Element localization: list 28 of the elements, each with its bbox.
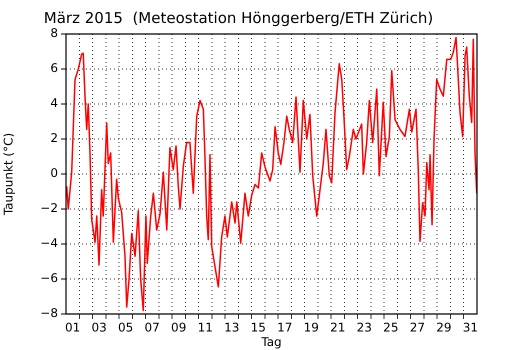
y-tick-label: 6 <box>50 61 58 76</box>
chart-title: März 2015 (Meteostation Hönggerberg/ETH Zürich) <box>44 8 434 27</box>
x-tick-label: 03 <box>92 320 107 334</box>
x-tick-label: 29 <box>436 320 452 334</box>
x-tick-label: 31 <box>462 320 478 334</box>
y-tick-label: 2 <box>50 131 58 146</box>
x-tick-label: 23 <box>356 320 372 334</box>
x-tick-label: 09 <box>171 320 186 334</box>
y-axis-title: Taupunkt (°C) <box>1 132 16 216</box>
x-tick-label: 21 <box>330 320 346 334</box>
y-tick-label: 8 <box>50 26 58 40</box>
x-tick-label: 25 <box>383 320 398 334</box>
y-tick-label: −8 <box>40 306 58 320</box>
y-tick-label: −6 <box>40 271 58 286</box>
x-tick-label: 05 <box>118 320 134 334</box>
x-axis-title: Tag <box>260 334 282 349</box>
x-tick-label: 11 <box>198 320 213 334</box>
y-tick-label: −2 <box>40 201 58 216</box>
x-tick-label: 13 <box>224 320 240 334</box>
x-tick-label: 19 <box>304 320 319 334</box>
x-tick-label: 07 <box>144 320 160 334</box>
y-tick-label: 0 <box>50 166 58 180</box>
y-tick-label: −4 <box>40 236 58 250</box>
x-tick-label: 15 <box>250 320 266 334</box>
x-tick-label: 27 <box>410 320 425 334</box>
x-tick-label: 01 <box>64 320 80 334</box>
x-tick-label: 17 <box>277 320 292 334</box>
y-tick-label: 4 <box>50 96 58 110</box>
